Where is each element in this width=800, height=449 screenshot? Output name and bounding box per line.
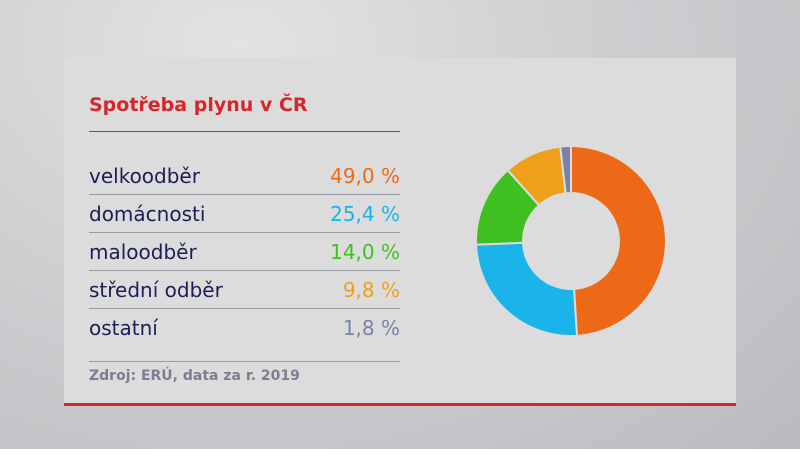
category-label: střední odběr — [89, 277, 223, 302]
category-label: ostatní — [89, 315, 158, 340]
value-label: 14,0 % — [330, 239, 400, 264]
bottom-red-rule — [64, 403, 736, 406]
category-label: domácnosti — [89, 201, 206, 226]
legend-row: ostatní 1,8 % — [89, 309, 400, 346]
legend-row: maloodběr 14,0 % — [89, 233, 400, 271]
category-label: maloodběr — [89, 239, 197, 264]
title-underline — [89, 131, 400, 132]
category-label: velkoodběr — [89, 163, 200, 188]
value-label: 25,4 % — [330, 201, 400, 226]
legend-row: domácnosti 25,4 % — [89, 195, 400, 233]
donut-slice — [559, 144, 572, 195]
donut-slice — [475, 241, 579, 337]
value-label: 1,8 % — [342, 315, 400, 340]
legend-row: velkoodběr 49,0 % — [89, 157, 400, 195]
value-label: 9,8 % — [342, 277, 400, 302]
value-label: 49,0 % — [330, 163, 400, 188]
chart-title: Spotřeba plynu v ČR — [89, 94, 308, 116]
source-divider — [89, 361, 400, 362]
source-note: Zdroj: ERÚ, data za r. 2019 — [89, 368, 300, 384]
legend-row: střední odběr 9,8 % — [89, 271, 400, 309]
donut-slice — [570, 144, 668, 337]
